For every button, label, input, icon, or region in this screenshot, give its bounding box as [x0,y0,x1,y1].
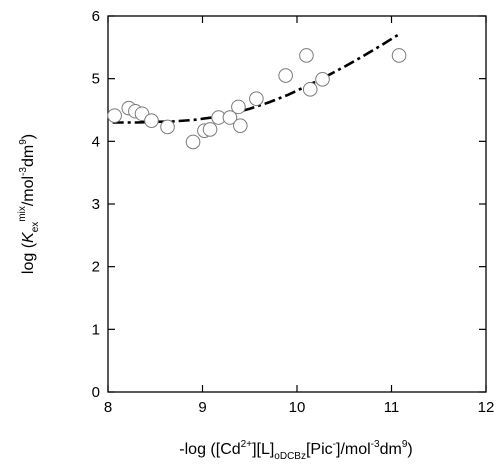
data-point [302,82,318,97]
data-point [160,119,175,135]
fit-curve [112,33,400,124]
data-point [233,118,248,133]
data-point [231,99,246,115]
plot-frame-rect [107,15,487,393]
data-points [107,48,407,150]
y-tick-label: 3 [92,196,100,213]
data-point [315,71,330,87]
y-tick-label: 6 [92,8,100,25]
data-point [299,48,314,63]
x-tick-label: 8 [104,399,112,416]
data-point [249,91,264,107]
x-tick-label: 9 [198,399,206,416]
fit-curve-layer [112,33,400,124]
y-tick-label: 0 [92,384,100,401]
data-point [202,122,218,137]
ticks [107,15,487,393]
y-tick-label: 1 [92,321,100,338]
x-tick-label: 12 [478,399,495,416]
data-point [222,110,238,125]
data-point [391,48,407,63]
y-tick-label: 2 [92,259,100,276]
x-tick-label: 11 [384,399,400,416]
data-point [107,108,122,123]
plot-frame [107,15,487,393]
x-tick-label: 10 [289,399,306,416]
x-axis-label: -log ([Cd2+][L]oDCBz[Pic-]/mol-3dm9) [179,439,412,462]
data-point [185,134,201,150]
y-axis-label: log (Kexmix/mol-3dm9) [17,134,41,274]
data-point [278,68,293,83]
y-tick-label: 4 [92,133,100,150]
y-tick-label: 5 [92,71,100,88]
data-point [144,113,159,128]
